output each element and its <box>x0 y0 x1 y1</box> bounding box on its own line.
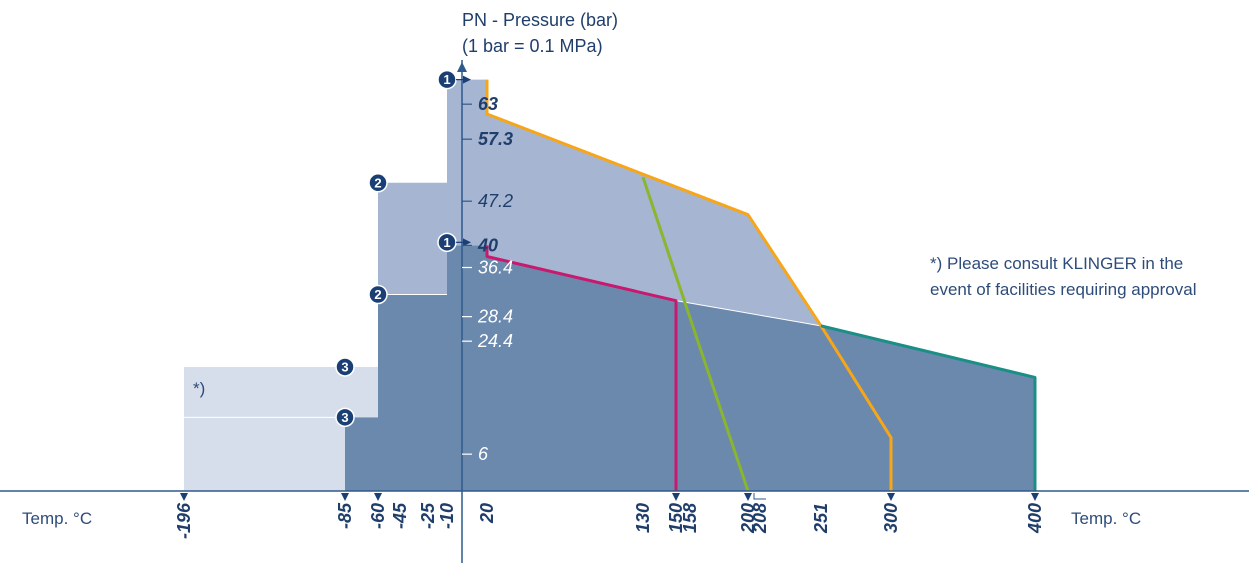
y-tick-36.4: 36.4 <box>478 258 513 278</box>
x-tick--85: -85 <box>335 502 355 529</box>
x-tick--45: -45 <box>390 502 410 529</box>
light-area <box>184 367 378 491</box>
badge-pointer-1 <box>463 75 471 84</box>
rating-badges: 1 1 2 2 3 3 <box>335 69 471 428</box>
badge-circle-3 <box>368 173 388 193</box>
y-tick-63: 63 <box>478 94 498 114</box>
x-tick--10: -10 <box>437 503 457 529</box>
badge-circle-4 <box>368 284 388 305</box>
x-tick-20: 20 <box>477 503 497 524</box>
y-tick-47.2: 47.2 <box>478 191 513 211</box>
badge-label-6: 3 <box>341 410 348 425</box>
x-arrow-300 <box>887 493 895 501</box>
y-tick-24.4: 24.4 <box>477 331 513 351</box>
x-axis-label-right: Temp. °C <box>1071 509 1141 528</box>
x-tick--196: -196 <box>174 502 194 539</box>
x-tick--25: -25 <box>418 502 438 529</box>
area-regions <box>184 79 1035 491</box>
x-bracket-208 <box>753 493 766 500</box>
series-line-4 <box>820 324 1037 491</box>
x-tick-150: 150 <box>666 503 686 533</box>
x-tick-158: 158 <box>680 503 700 533</box>
x-tick-200: 200 <box>738 503 758 534</box>
dark-area <box>345 245 1035 491</box>
y-tick-28.4: 28.4 <box>477 307 513 327</box>
x-tick-251: 251 <box>811 503 831 534</box>
x-tick-208: 208 <box>750 503 770 534</box>
badge-label-2: 1 <box>443 235 450 250</box>
y-tick-6: 6 <box>478 444 489 464</box>
x-tick-400: 400 <box>1025 503 1045 534</box>
series-line-2 <box>485 245 678 491</box>
y-tick-57.3: 57.3 <box>478 129 513 149</box>
x-axis-label-left: Temp. °C <box>22 509 92 528</box>
badge-circle-6 <box>335 407 355 428</box>
x-arrow-150 <box>672 493 680 501</box>
x-tick-130: 130 <box>633 503 653 533</box>
x-arrow-400 <box>1031 493 1039 501</box>
x-arrow--60 <box>374 493 382 501</box>
badge-label-1: 1 <box>443 72 450 87</box>
badge-label-4: 2 <box>374 287 381 302</box>
y-axis <box>457 60 467 563</box>
x-arrow--196 <box>180 493 188 501</box>
x-tick--60: -60 <box>368 503 388 529</box>
region-note: *) <box>193 379 205 398</box>
x-arrow--85 <box>341 493 349 501</box>
y-axis-title: PN - Pressure (bar) <box>462 10 618 30</box>
x-tick-300: 300 <box>881 503 901 533</box>
badge-label-5: 3 <box>341 359 348 374</box>
medium-area <box>378 79 821 326</box>
x-axis <box>0 490 1249 501</box>
series-line-3 <box>641 176 750 492</box>
y-tick-40: 40 <box>477 235 498 255</box>
y-axis-arrowhead <box>457 62 467 72</box>
series-lines <box>485 79 1037 492</box>
badge-pointer-2 <box>463 238 471 247</box>
badge-label-3: 2 <box>374 175 381 190</box>
series-line-1 <box>485 79 893 491</box>
note-line-2: event of facilities requiring approval <box>930 280 1196 299</box>
y-axis-subtitle: (1 bar = 0.1 MPa) <box>462 36 603 56</box>
x-arrow-200 <box>744 493 752 501</box>
note-line-1: *) Please consult KLINGER in the <box>930 254 1183 273</box>
badge-circle-5 <box>335 357 355 377</box>
